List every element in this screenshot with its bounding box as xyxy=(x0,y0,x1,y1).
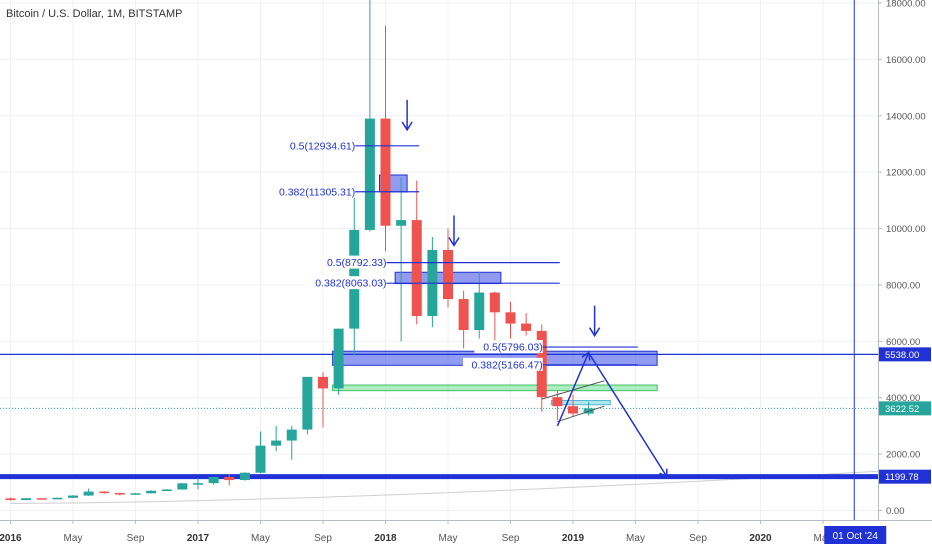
candle-body xyxy=(396,220,406,226)
x-tick-label: Sep xyxy=(314,533,332,544)
fib-level-label: 0.5(12934.61) xyxy=(290,140,355,152)
moving-average-line xyxy=(11,464,932,504)
candles-group xyxy=(6,0,594,500)
x-tick-label: May xyxy=(64,533,83,544)
x-tick-label: 2017 xyxy=(187,533,210,544)
y-tick-label: 10000.00 xyxy=(886,224,926,235)
candle-body xyxy=(193,483,203,485)
x-tick-label: 2019 xyxy=(562,533,585,544)
candle-body xyxy=(68,496,78,498)
cursor-date-label: 01 Oct '24 xyxy=(833,531,879,542)
candle-body xyxy=(240,473,250,480)
candle-body xyxy=(381,119,391,226)
y-tick-label: 16000.00 xyxy=(886,55,926,66)
candle-body xyxy=(131,493,141,495)
fib-level-label: 0.5(8792.33) xyxy=(327,257,387,269)
candle-body xyxy=(365,119,375,230)
y-tick-label: 2000.00 xyxy=(886,450,920,461)
candle-body xyxy=(506,312,516,323)
candle-body xyxy=(568,406,578,413)
y-tick-label: 18000.00 xyxy=(886,0,926,10)
fib-level-label: 0.382(5166.47) xyxy=(472,359,543,371)
fib-level-label: 0.382(11305.31) xyxy=(279,186,355,198)
candle-body xyxy=(99,492,109,494)
projection-path xyxy=(557,353,666,477)
x-tick-label: 2018 xyxy=(374,533,397,544)
x-tick-label: Sep xyxy=(689,533,707,544)
candle-body xyxy=(177,483,187,489)
candle-body xyxy=(21,498,31,500)
candle-body xyxy=(209,477,219,483)
candle-body xyxy=(302,377,312,430)
candle-body xyxy=(318,377,328,389)
candle-body xyxy=(459,299,469,330)
candle-body xyxy=(256,446,266,473)
candle-body xyxy=(334,329,344,389)
x-tick-label: May xyxy=(626,533,645,544)
level-label-5538: 5538.00 xyxy=(885,350,919,361)
candle-body xyxy=(552,397,562,406)
price-axis-bg xyxy=(878,0,932,550)
candle-body xyxy=(6,498,16,500)
x-tick-label: 2016 xyxy=(0,533,22,544)
y-tick-label: 6000.00 xyxy=(886,337,920,348)
y-tick-label: 8000.00 xyxy=(886,280,920,291)
candle-body xyxy=(224,477,234,480)
candle-body xyxy=(490,293,500,313)
candle-body xyxy=(521,324,531,331)
x-tick-label: Sep xyxy=(502,533,520,544)
chart-title: Bitcoin / U.S. Dollar, 1M, BITSTAMP xyxy=(6,8,182,20)
candle-body xyxy=(146,491,156,494)
candle-body xyxy=(474,293,484,330)
y-tick-label: 0.00 xyxy=(886,506,905,517)
x-tick-label: May xyxy=(251,533,270,544)
x-tick-label: May xyxy=(439,533,458,544)
level-label-1199: 1199.78 xyxy=(885,472,919,483)
candle-body xyxy=(412,220,422,316)
candle-body xyxy=(37,498,47,500)
x-tick-label: 2020 xyxy=(749,533,772,544)
y-tick-label: 12000.00 xyxy=(886,168,926,179)
candle-body xyxy=(287,430,297,441)
candle-body xyxy=(115,493,125,495)
candle-body xyxy=(443,250,453,299)
candle-body xyxy=(84,492,94,496)
x-tick-label: Sep xyxy=(127,533,145,544)
candle-body xyxy=(52,498,62,500)
y-tick-label: 14000.00 xyxy=(886,111,926,122)
current-price-label: 3622.52 xyxy=(885,404,919,415)
fib-level-label: 0.5(5796.03) xyxy=(483,342,543,354)
zone-green xyxy=(333,385,658,391)
fib-level-label: 0.382(8063.03) xyxy=(315,278,386,290)
candle-body xyxy=(162,489,172,491)
candle-body xyxy=(271,441,281,446)
